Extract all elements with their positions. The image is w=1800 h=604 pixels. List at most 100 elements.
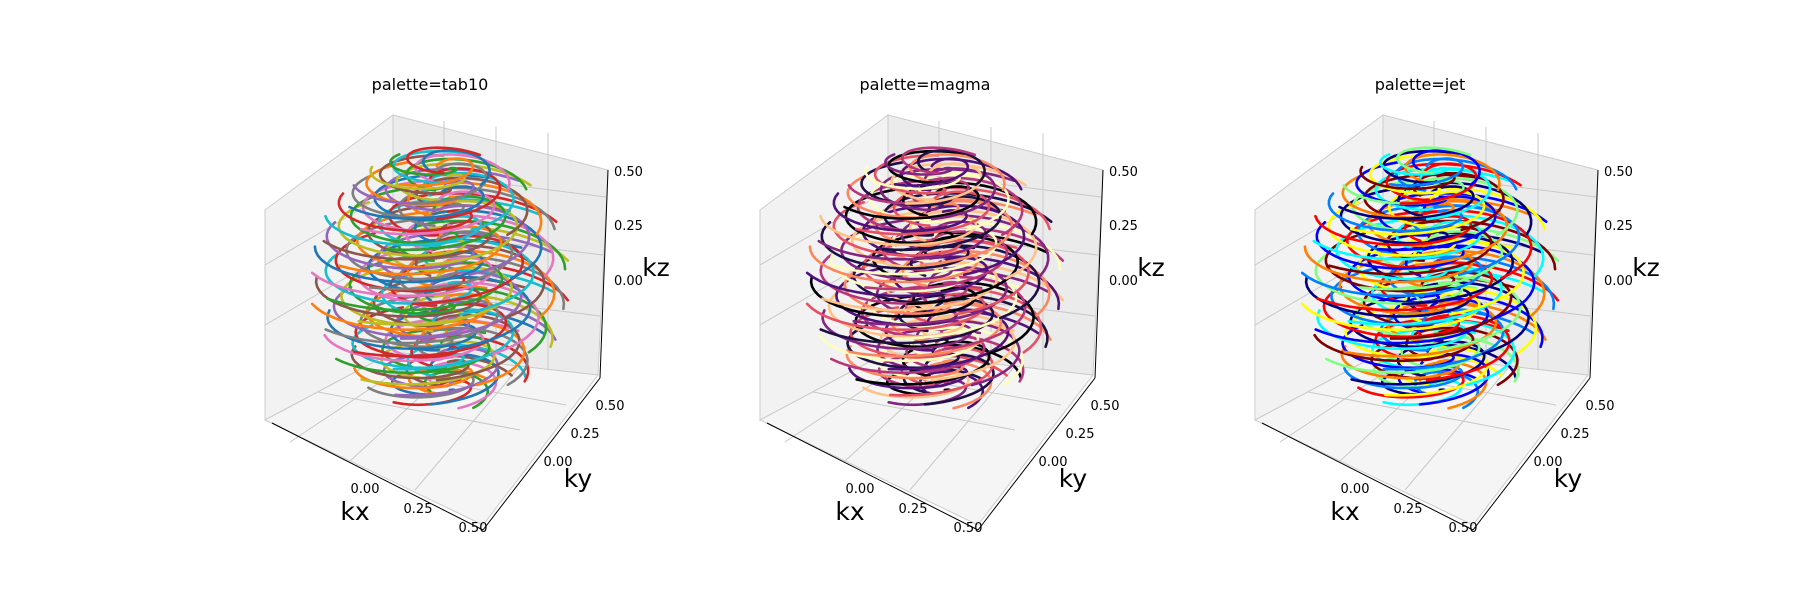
x-axis-label: kx xyxy=(835,497,864,526)
trajectory-line xyxy=(840,217,953,281)
trajectory-line xyxy=(405,146,482,175)
z-tick-label: 0.50 xyxy=(614,165,643,180)
panel-title: palette=jet xyxy=(1375,75,1466,94)
x-tick-label: 0.25 xyxy=(899,502,928,517)
x-tick-label: 0.50 xyxy=(954,521,983,536)
trajectory-line xyxy=(890,162,1027,202)
trajectory-line xyxy=(1313,328,1475,363)
floor-pane xyxy=(1253,351,1589,526)
y-tick-label: 0.50 xyxy=(1586,399,1615,414)
trajectory-line xyxy=(809,276,978,318)
trajectory-line xyxy=(1314,214,1473,247)
trajectory-line xyxy=(900,146,977,175)
trajectory-line xyxy=(805,256,989,298)
z-axis-label: kz xyxy=(1137,253,1165,282)
trajectory-line xyxy=(313,245,484,284)
y-tick-label: 0.25 xyxy=(1066,427,1095,442)
panel-title: palette=magma xyxy=(860,75,991,94)
trajectory-line xyxy=(1335,217,1448,281)
x-tick-label: 0.25 xyxy=(1394,502,1423,517)
trajectory-line xyxy=(833,225,998,276)
spiral-trajectories xyxy=(805,146,1065,410)
trajectory-line xyxy=(904,162,983,205)
panel-magma: palette=magma 0.00 0.25 0.50 0.00 0.25 0… xyxy=(758,75,1165,536)
z-tick-label: 0.00 xyxy=(1109,274,1138,289)
trajectory-line xyxy=(1338,185,1475,220)
y-tick-label: 0.25 xyxy=(1561,427,1590,442)
floor-pane xyxy=(758,351,1094,526)
trajectory-line xyxy=(1379,153,1449,176)
trajectory-line xyxy=(1387,186,1546,231)
trajectory-line xyxy=(310,256,494,298)
z-tick-label: 0.25 xyxy=(1109,219,1138,234)
trajectory-line xyxy=(325,221,475,270)
y-axis-label: ky xyxy=(564,464,593,493)
trajectory-line xyxy=(1312,220,1483,261)
trajectory-line xyxy=(884,153,954,176)
z-tick-label: 0.50 xyxy=(1604,165,1633,180)
trajectory-line xyxy=(1315,221,1465,270)
floor-pane xyxy=(263,351,599,526)
trajectory-line xyxy=(864,165,961,191)
trajectory-line xyxy=(324,214,483,247)
trajectory-line xyxy=(345,217,458,281)
trajectory-line xyxy=(1404,244,1536,320)
trajectory-line xyxy=(359,190,496,236)
trajectory-line xyxy=(818,328,980,363)
trajectory-line xyxy=(1412,239,1525,316)
trajectory-line xyxy=(817,220,988,261)
z-tick-label: 0.00 xyxy=(614,274,643,289)
axis-lines xyxy=(271,169,609,531)
trajectory-line xyxy=(854,190,991,236)
y-tick-label: 0.00 xyxy=(1534,455,1563,470)
trajectory-line xyxy=(397,186,556,231)
trajectory-line xyxy=(1359,165,1456,191)
trajectory-line xyxy=(923,167,997,221)
trajectory-line xyxy=(917,239,1030,316)
trajectory-line xyxy=(1388,157,1465,187)
panel-title: palette=tab10 xyxy=(372,75,489,94)
trajectory-line xyxy=(844,186,954,245)
trajectory-line xyxy=(428,167,502,221)
z-tick-label: 0.25 xyxy=(614,219,643,234)
trajectory-line xyxy=(338,225,503,276)
trajectory-line xyxy=(350,345,470,380)
trajectory-line xyxy=(845,345,965,380)
trajectory-line xyxy=(892,186,1051,231)
x-tick-label: 0.00 xyxy=(351,482,380,497)
trajectory-line xyxy=(395,162,532,202)
z-tick-label: 0.25 xyxy=(1604,219,1633,234)
trajectory-line xyxy=(381,328,487,371)
trajectory-line xyxy=(422,239,535,316)
trajectory-line xyxy=(893,157,970,187)
x-tick-label: 0.00 xyxy=(846,482,875,497)
z-tick-label: 0.00 xyxy=(1604,274,1633,289)
trajectory-line xyxy=(1340,345,1460,380)
trajectory-line xyxy=(843,185,980,220)
trajectory-line xyxy=(349,186,459,245)
trajectory-line xyxy=(1399,162,1478,205)
trajectory-line xyxy=(829,231,961,293)
spiral-trajectories xyxy=(310,146,570,410)
x-tick-label: 0.50 xyxy=(459,521,488,536)
trajectory-line xyxy=(314,276,483,318)
trajectory-line xyxy=(819,214,978,247)
y-tick-label: 0.00 xyxy=(1039,455,1068,470)
trajectory-line xyxy=(1349,190,1486,236)
trajectory-line xyxy=(322,220,493,261)
trajectory-line xyxy=(1418,167,1492,221)
z-tick-label: 0.50 xyxy=(1109,165,1138,180)
trajectory-line xyxy=(1304,276,1473,318)
y-axis-label: ky xyxy=(1554,464,1583,493)
y-tick-label: 0.00 xyxy=(544,455,573,470)
trajectory-line xyxy=(888,346,994,397)
trajectory-line xyxy=(369,165,466,191)
y-axis-label: ky xyxy=(1059,464,1088,493)
trajectory-line xyxy=(1395,146,1472,175)
z-axis-label: kz xyxy=(642,253,670,282)
trajectory-line xyxy=(876,328,982,371)
z-axis-label: kz xyxy=(1632,253,1660,282)
y-tick-label: 0.25 xyxy=(571,427,600,442)
